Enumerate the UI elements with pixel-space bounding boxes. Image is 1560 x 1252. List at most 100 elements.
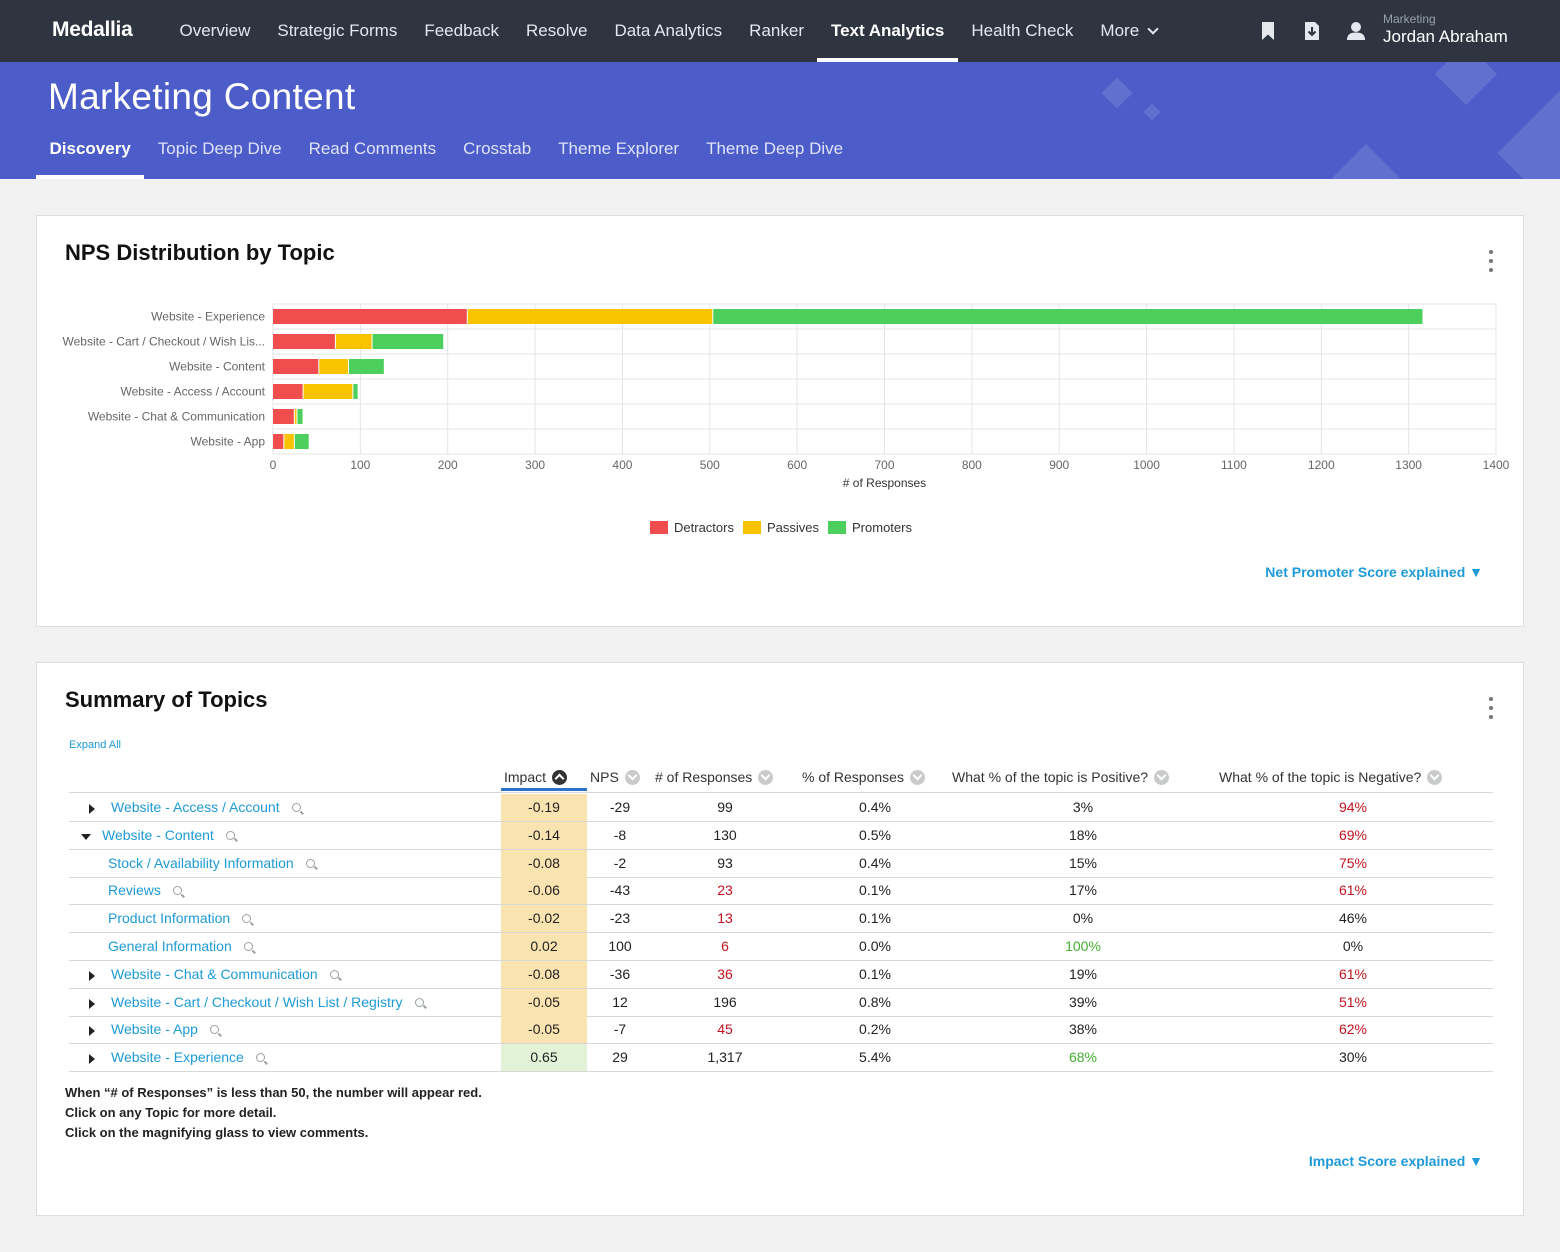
sort-ascending-icon[interactable] — [552, 769, 568, 785]
bar-detractors[interactable] — [273, 434, 284, 449]
summary-card-menu-icon[interactable] — [1487, 697, 1495, 723]
tab-theme-deep-dive[interactable]: Theme Deep Dive — [706, 139, 844, 158]
topic-link[interactable]: Website - Access / Account — [111, 794, 301, 821]
nav-text-analytics[interactable]: Text Analytics — [817, 0, 959, 62]
tab-read-comments[interactable]: Read Comments — [308, 139, 437, 158]
expand-caret-icon[interactable] — [89, 804, 95, 814]
expand-caret-icon[interactable] — [89, 970, 95, 981]
topic-link[interactable]: Website - Experience — [111, 1044, 265, 1071]
expand-caret-icon[interactable] — [89, 1054, 95, 1065]
magnifying-glass-icon[interactable] — [209, 1025, 219, 1035]
table-row[interactable]: Product Information -0.02 -23 13 0.1% 0% 46% — [69, 905, 1493, 934]
positive-cell: 39% — [1068, 993, 1098, 1010]
bar-passives[interactable] — [294, 409, 297, 424]
positive-cell: 17% — [1068, 882, 1098, 899]
bookmark-icon[interactable] — [1257, 20, 1279, 42]
user-icon[interactable] — [1345, 20, 1367, 42]
table-row[interactable]: Website - Cart / Checkout / Wish List / … — [69, 988, 1493, 1017]
topic-link[interactable]: Website - App — [111, 1016, 219, 1043]
nav-health-check[interactable]: Health Check — [971, 21, 1074, 40]
table-row[interactable]: Website - App -0.05 -7 45 0.2% 38% 62% — [69, 1016, 1493, 1045]
nps-explained-link[interactable]: Net Promoter Score explained ▼ — [1265, 564, 1483, 580]
sort-icon[interactable] — [909, 769, 925, 785]
nav-overview[interactable]: Overview — [179, 21, 251, 40]
legend-item-passives[interactable]: Passives — [742, 520, 819, 535]
tab-theme-explorer[interactable]: Theme Explorer — [558, 139, 680, 158]
collapse-caret-icon[interactable] — [81, 833, 91, 840]
column-header-positive[interactable]: What % of the topic is Positive? — [952, 769, 1170, 785]
bar-passives[interactable] — [335, 334, 372, 349]
sort-icon[interactable] — [624, 769, 640, 785]
impact-cell: -0.19 — [501, 794, 587, 821]
expand-caret-icon[interactable] — [89, 1026, 95, 1037]
table-row[interactable]: Website - Chat & Communication -0.08 -36 36… — [69, 960, 1493, 989]
impact-cell: 0.65 — [501, 1044, 587, 1072]
column-header-impact[interactable]: Impact — [504, 769, 568, 785]
bar-promoters[interactable] — [372, 334, 444, 349]
magnifying-glass-icon[interactable] — [305, 858, 315, 868]
magnifying-glass-icon[interactable] — [291, 803, 301, 812]
bar-promoters[interactable] — [349, 359, 384, 374]
bar-passives[interactable] — [467, 309, 713, 324]
magnifying-glass-icon[interactable] — [329, 969, 339, 979]
topic-link[interactable]: Stock / Availability Information — [108, 850, 315, 877]
magnifying-glass-icon[interactable] — [172, 886, 182, 896]
nav-feedback[interactable]: Feedback — [424, 21, 500, 40]
magnifying-glass-icon[interactable] — [414, 997, 424, 1007]
bar-detractors[interactable] — [273, 384, 303, 399]
column-header-responses[interactable]: # of Responses — [655, 769, 774, 785]
nps-cell: -23 — [609, 910, 631, 927]
tab-discovery[interactable]: Discovery — [36, 130, 145, 179]
bar-passives[interactable] — [319, 359, 349, 374]
bar-passives[interactable] — [284, 434, 294, 449]
nav-strategic-forms[interactable]: Strategic Forms — [277, 21, 398, 40]
tab-crosstab[interactable]: Crosstab — [463, 139, 532, 158]
magnifying-glass-icon[interactable] — [255, 1053, 265, 1063]
sort-icon[interactable] — [1427, 769, 1443, 785]
topic-link[interactable]: Website - Chat & Communication — [111, 961, 339, 988]
column-header-negative[interactable]: What % of the topic is Negative? — [1219, 769, 1443, 785]
nps-card-menu-icon[interactable] — [1487, 250, 1495, 276]
topic-link[interactable]: Reviews — [108, 877, 182, 904]
impact-cell: 0.02 — [501, 933, 587, 960]
download-icon[interactable] — [1301, 20, 1323, 42]
magnifying-glass-icon[interactable] — [242, 914, 252, 924]
tab-topic-deep-dive[interactable]: Topic Deep Dive — [157, 139, 282, 158]
bar-promoters[interactable] — [294, 434, 309, 449]
nav-data-analytics[interactable]: Data Analytics — [614, 21, 723, 40]
table-row[interactable]: Website - Access / Account -0.19 -29 99 0.4%… — [69, 794, 1493, 822]
magnifying-glass-icon[interactable] — [225, 830, 235, 840]
expand-all-link[interactable]: Expand All — [69, 739, 121, 751]
bar-promoters[interactable] — [297, 409, 303, 424]
bar-promoters[interactable] — [353, 384, 358, 399]
table-row[interactable]: Reviews -0.06 -43 23 0.1% 17% 61% — [69, 877, 1493, 906]
magnifying-glass-icon[interactable] — [243, 942, 253, 951]
topic-link[interactable]: General Information — [108, 933, 253, 960]
column-header-nps[interactable]: NPS — [590, 769, 640, 785]
topic-link[interactable]: Website - Cart / Checkout / Wish List / … — [111, 989, 424, 1016]
table-row[interactable]: Website - Content -0.14 -8 130 0.5% 18% 69% — [69, 821, 1493, 850]
sort-icon[interactable] — [1154, 769, 1170, 785]
topic-link[interactable]: Product Information — [108, 905, 252, 932]
topic-link[interactable]: Website - Content — [102, 822, 235, 849]
table-row[interactable]: Website - Experience 0.65 29 1,317 5.4% 68% 30… — [69, 1044, 1493, 1073]
impact-explained-link[interactable]: Impact Score explained ▼ — [1308, 1153, 1483, 1169]
table-row[interactable]: Stock / Availability Information -0.08 -2 9… — [69, 849, 1493, 878]
bar-detractors[interactable] — [273, 409, 294, 424]
bar-detractors[interactable] — [273, 359, 319, 374]
legend-item-promoters[interactable]: Promoters — [828, 520, 912, 535]
bar-promoters[interactable] — [713, 309, 1423, 324]
bar-detractors[interactable] — [273, 334, 335, 349]
medallia-logo[interactable]: Medallia — [52, 18, 133, 41]
user-name[interactable]: Jordan Abraham — [1383, 27, 1508, 46]
nav-more[interactable]: More — [1087, 0, 1171, 62]
column-header-pct-responses[interactable]: % of Responses — [802, 769, 925, 785]
bar-detractors[interactable] — [273, 309, 467, 324]
sort-icon[interactable] — [758, 769, 774, 785]
expand-caret-icon[interactable] — [89, 998, 95, 1009]
nav-ranker[interactable]: Ranker — [749, 21, 804, 40]
table-row[interactable]: General Information 0.02 100 6 0.0% 100% 0% — [69, 933, 1493, 961]
nav-resolve[interactable]: Resolve — [526, 21, 588, 40]
bar-passives[interactable] — [303, 384, 353, 399]
legend-item-detractors[interactable]: Detractors — [650, 520, 734, 535]
